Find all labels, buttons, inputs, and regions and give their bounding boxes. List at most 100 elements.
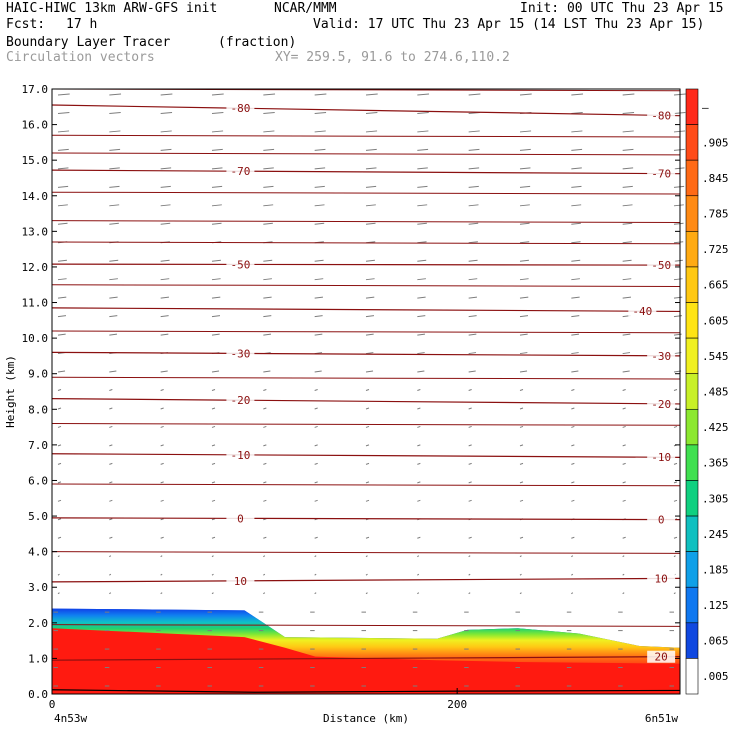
y-tick-label: 9.0 <box>28 368 48 381</box>
wind-vector <box>314 481 318 484</box>
colorbar-swatch <box>685 408 699 446</box>
wind-vector <box>519 296 529 299</box>
wind-vector <box>57 93 70 96</box>
y-tick-label: 2.0 <box>28 617 48 630</box>
wind-vector <box>468 204 479 207</box>
wind-vector <box>57 462 62 465</box>
wind-vector <box>57 425 62 428</box>
wind-vector <box>417 259 427 262</box>
y-tick-label: 1.0 <box>28 652 48 665</box>
wind-vector <box>571 592 574 595</box>
isotherm-label: -80 <box>230 102 250 115</box>
wind-vector <box>314 592 317 595</box>
wind-vector <box>673 333 682 336</box>
y-tick-label: 14.0 <box>22 190 49 203</box>
wind-vector <box>519 573 522 576</box>
y-tick-label: 17.0 <box>22 83 49 96</box>
y-tick-label: 16.0 <box>22 119 49 132</box>
x-tick-label: 0 <box>49 698 56 711</box>
wind-vector <box>468 499 472 502</box>
wind-vector <box>622 425 626 428</box>
wind-vector <box>314 222 325 225</box>
colorbar-label: .545 <box>702 350 729 363</box>
wind-vector <box>417 278 426 281</box>
wind-vector <box>519 481 524 484</box>
wind-vector <box>109 499 113 502</box>
wind-vector <box>468 93 481 96</box>
wind-vector <box>365 462 370 465</box>
wind-vector <box>57 573 60 576</box>
wind-vector <box>571 222 581 225</box>
wind-vector <box>519 333 528 336</box>
wind-vector <box>417 481 421 484</box>
forecast-hour: 17 h <box>66 17 98 32</box>
isotherm-line <box>51 577 681 583</box>
wind-vector <box>57 333 66 336</box>
isotherm-label-bg <box>647 167 676 180</box>
isotherm-line <box>51 134 681 138</box>
y-axis-label: Height (km) <box>4 355 17 428</box>
wind-vector <box>109 185 120 188</box>
wind-vector <box>417 555 420 558</box>
isotherm-line <box>51 398 681 405</box>
wind-vector <box>263 499 267 502</box>
wind-vector <box>468 296 478 299</box>
wind-vector <box>622 536 626 539</box>
colorbar-swatch <box>685 195 699 232</box>
wind-vector <box>673 296 683 299</box>
colorbar-swatch <box>685 515 699 552</box>
wind-vector <box>109 592 112 595</box>
wind-vector <box>673 481 678 484</box>
wind-vector <box>211 148 223 151</box>
wind-vector <box>622 555 625 558</box>
wind-vector <box>365 167 377 170</box>
isotherm-label: 10 <box>655 572 668 585</box>
wind-vector <box>468 389 472 391</box>
wind-vector <box>571 93 584 96</box>
wind-vector <box>314 425 318 428</box>
isotherm-label-bg <box>647 109 676 122</box>
wind-vector <box>571 481 575 484</box>
wind-vector <box>417 573 420 576</box>
wind-vector <box>417 204 428 207</box>
wind-vector <box>468 407 472 410</box>
wind-vector <box>109 518 113 521</box>
wind-vector <box>468 352 477 355</box>
wind-vector <box>673 425 678 428</box>
wind-vector <box>109 481 113 484</box>
isotherm-line <box>51 241 681 245</box>
wind-vector <box>468 536 472 539</box>
wind-vector <box>263 444 267 447</box>
wind-vector <box>365 278 375 281</box>
isotherm-line <box>51 284 681 288</box>
wind-vector <box>57 259 67 262</box>
wind-vector <box>673 148 685 151</box>
wind-vector <box>468 592 471 595</box>
wind-vector <box>673 315 683 318</box>
colorbar-swatch <box>685 124 699 161</box>
colorbar-swatch <box>685 159 699 197</box>
isotherm-label: -70 <box>230 165 250 178</box>
wind-vector <box>57 296 67 299</box>
wind-vector <box>263 278 272 281</box>
colorbar-label: .125 <box>702 599 729 612</box>
colorbar-swatch <box>685 302 699 339</box>
isotherm-label: -50 <box>651 259 671 272</box>
wind-vector <box>417 111 429 114</box>
colorbar-label: .905 <box>702 136 729 149</box>
wind-vector <box>57 592 60 595</box>
isotherm-line <box>51 263 681 266</box>
isotherm-label: 0 <box>237 512 244 525</box>
wind-vector <box>57 389 62 391</box>
wind-vector <box>160 296 170 299</box>
isotherm-line <box>51 104 681 117</box>
wind-vector <box>263 259 273 262</box>
colorbar-label: .665 <box>702 279 729 292</box>
wind-vector <box>571 278 580 281</box>
wind-vector <box>468 241 478 244</box>
wind-vector <box>57 167 69 170</box>
wind-vector <box>211 370 220 373</box>
wind-vector <box>519 592 522 595</box>
wind-vector <box>211 185 223 188</box>
